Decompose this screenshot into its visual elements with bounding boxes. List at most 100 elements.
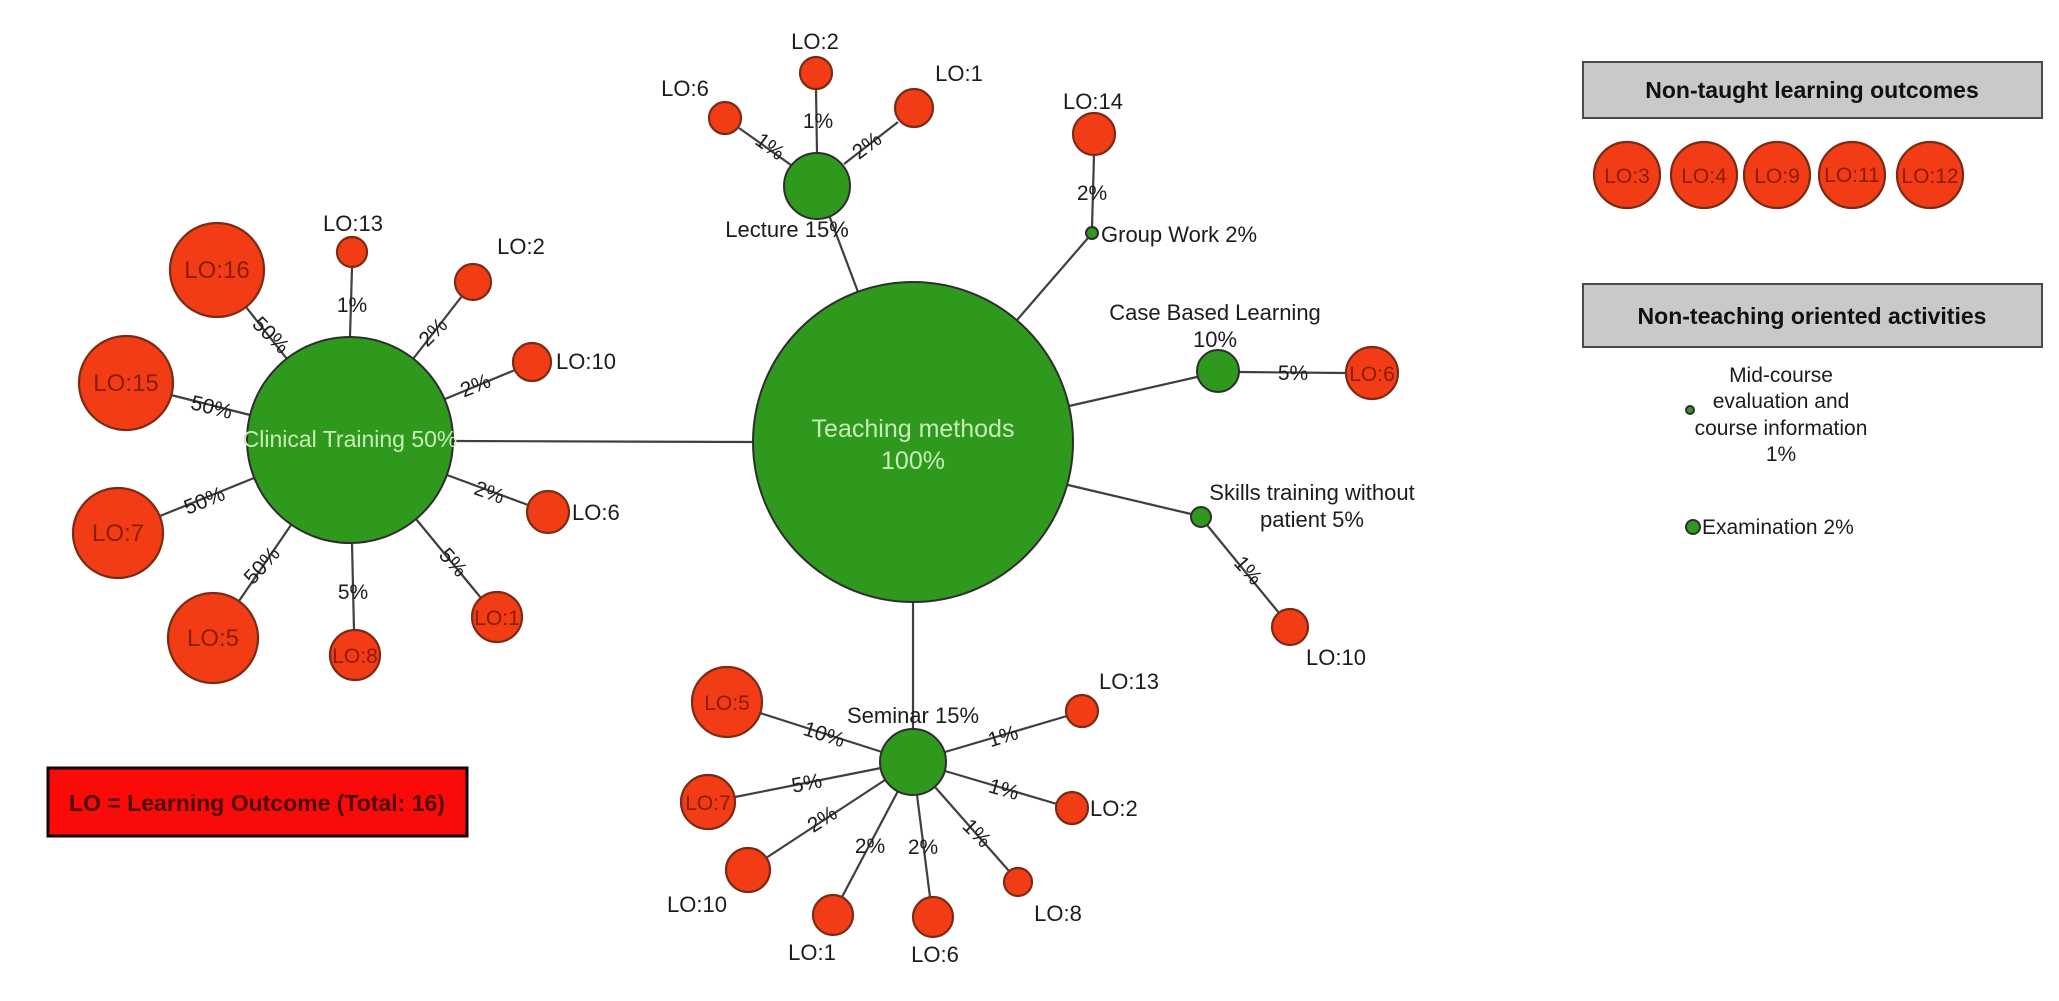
skills-lo10-label: LO:10 bbox=[1306, 645, 1366, 670]
node-nontaught-lo12 bbox=[1895, 140, 1965, 210]
clinical-lo7-pct: 50% bbox=[181, 482, 229, 519]
node-nontaught-lo3 bbox=[1592, 140, 1662, 210]
node-skills-lo10 bbox=[1270, 607, 1310, 647]
edge-casebased-lo6 bbox=[1238, 370, 1347, 375]
node-teaching-methods bbox=[752, 281, 1074, 603]
midcourse-dot bbox=[1685, 405, 1695, 415]
node-lecture-lo6 bbox=[707, 100, 743, 136]
midcourse-label-line3: course information bbox=[1695, 417, 1868, 440]
node-seminar-lo10 bbox=[724, 846, 772, 894]
node-clinical-lo7 bbox=[71, 486, 165, 580]
edge-teaching-casebased bbox=[1068, 375, 1198, 408]
clinical-lo2-pct: 2% bbox=[415, 314, 453, 352]
lecture-label: Lecture 15% bbox=[725, 217, 849, 242]
edge-clinical-lo7 bbox=[159, 476, 255, 518]
seminar-lo1-pct: 2% bbox=[855, 835, 885, 858]
edge-skills-lo10 bbox=[1206, 524, 1280, 614]
node-clinical-lo5 bbox=[166, 591, 260, 685]
casebased-lo6-pct: 5% bbox=[1278, 362, 1308, 385]
edge-clinical-lo5 bbox=[238, 524, 292, 602]
non-taught-title: Non-taught learning outcomes bbox=[1645, 77, 1979, 103]
group-work-label: Group Work 2% bbox=[1101, 222, 1257, 247]
node-clinical-training bbox=[246, 336, 454, 544]
teaching-methods-label-line1: Teaching methods bbox=[812, 415, 1015, 443]
nontaught-lo9-label: LO:9 bbox=[1754, 165, 1800, 188]
clinical-lo8-pct: 5% bbox=[338, 581, 368, 604]
edge-lecture-lo1 bbox=[843, 121, 899, 165]
seminar-lo10-pct: 2% bbox=[803, 802, 841, 838]
non-teaching-box bbox=[1582, 283, 2043, 348]
lo-note-text: LO = Learning Outcome (Total: 16) bbox=[69, 790, 445, 816]
node-clinical-lo6 bbox=[525, 489, 571, 535]
clinical-lo10-label: LO:10 bbox=[556, 349, 616, 374]
node-lecture-lo1 bbox=[893, 87, 935, 129]
groupwork-lo14-pct: 2% bbox=[1077, 182, 1107, 205]
clinical-lo1-label: LO:1 bbox=[474, 607, 520, 630]
nontaught-lo11-label: LO:11 bbox=[1824, 164, 1880, 187]
lo-note-box bbox=[46, 766, 469, 838]
node-clinical-lo1 bbox=[470, 590, 524, 644]
seminar-lo7-pct: 5% bbox=[790, 769, 824, 797]
nontaught-lo4-label: LO:4 bbox=[1681, 165, 1727, 188]
edge-clinical-lo1 bbox=[415, 518, 482, 599]
node-groupwork-lo14 bbox=[1071, 111, 1117, 157]
edge-teaching-skills bbox=[1067, 483, 1192, 516]
edge-seminar-lo8 bbox=[934, 786, 1010, 872]
seminar-lo7-label: LO:7 bbox=[685, 792, 731, 815]
seminar-lo2-pct: 1% bbox=[986, 775, 1022, 805]
clinical-lo8-label: LO:8 bbox=[332, 645, 378, 668]
case-based-label-line1: Case Based Learning bbox=[1109, 300, 1321, 325]
seminar-lo6-pct: 2% bbox=[908, 836, 938, 859]
node-seminar-lo13 bbox=[1064, 693, 1100, 729]
edge-teaching-lecture bbox=[827, 214, 860, 293]
seminar-lo2-label: LO:2 bbox=[1090, 796, 1138, 821]
edge-seminar-lo2 bbox=[944, 769, 1058, 806]
edge-seminar-lo13 bbox=[944, 714, 1068, 754]
edge-clinical-lo10 bbox=[444, 368, 516, 401]
edge-clinical-lo16 bbox=[245, 306, 288, 360]
non-teaching-title: Non-teaching oriented activities bbox=[1638, 303, 1987, 329]
edge-seminar-lo10 bbox=[765, 779, 886, 859]
node-clinical-lo15 bbox=[77, 334, 175, 432]
clinical-training-label: Clinical Training 50% bbox=[243, 426, 458, 452]
non-taught-box bbox=[1582, 61, 2043, 119]
nontaught-lo3-label: LO:3 bbox=[1604, 165, 1650, 188]
node-seminar-lo2 bbox=[1054, 790, 1090, 826]
lecture-lo2-label: LO:2 bbox=[791, 29, 839, 54]
seminar-lo8-label: LO:8 bbox=[1034, 901, 1082, 926]
edge-seminar-lo5 bbox=[759, 711, 883, 754]
clinical-lo5-pct: 50% bbox=[240, 542, 285, 589]
edge-teaching-clinical bbox=[452, 439, 756, 444]
midcourse-label-line1: Mid-course bbox=[1729, 364, 1833, 387]
node-seminar-lo7 bbox=[679, 773, 737, 831]
groupwork-lo14-label: LO:14 bbox=[1063, 89, 1123, 114]
edge-clinical-lo6 bbox=[446, 473, 529, 507]
edge-seminar-lo6 bbox=[915, 794, 932, 898]
skills-label-line2: patient 5% bbox=[1260, 507, 1364, 532]
edge-clinical-lo8 bbox=[350, 542, 356, 631]
lecture-lo1-label: LO:1 bbox=[935, 61, 983, 86]
node-nontaught-lo4 bbox=[1669, 140, 1739, 210]
node-nontaught-lo11 bbox=[1817, 140, 1887, 210]
node-group-work bbox=[1085, 226, 1099, 240]
midcourse-label-line2: evaluation and bbox=[1713, 390, 1850, 413]
clinical-lo15-pct: 50% bbox=[188, 391, 234, 423]
lecture-lo2-pct: 1% bbox=[803, 110, 833, 133]
edge-clinical-lo13 bbox=[348, 267, 354, 338]
node-skills-training bbox=[1190, 506, 1212, 528]
clinical-lo15-label: LO:15 bbox=[93, 370, 158, 397]
node-clinical-lo8 bbox=[328, 628, 382, 682]
skills-label-line1: Skills training without bbox=[1209, 480, 1414, 505]
edge-seminar-lo7 bbox=[734, 766, 882, 799]
node-clinical-lo13 bbox=[335, 235, 369, 269]
clinical-lo5-label: LO:5 bbox=[187, 625, 239, 652]
clinical-lo16-label: LO:16 bbox=[184, 257, 249, 284]
case-based-label-line2: 10% bbox=[1193, 327, 1237, 352]
midcourse-label-line4: 1% bbox=[1766, 443, 1796, 466]
edge-lecture-lo2 bbox=[814, 88, 819, 154]
clinical-lo2-label: LO:2 bbox=[497, 234, 545, 259]
edge-clinical-lo2 bbox=[412, 295, 463, 360]
seminar-lo13-label: LO:13 bbox=[1099, 669, 1159, 694]
